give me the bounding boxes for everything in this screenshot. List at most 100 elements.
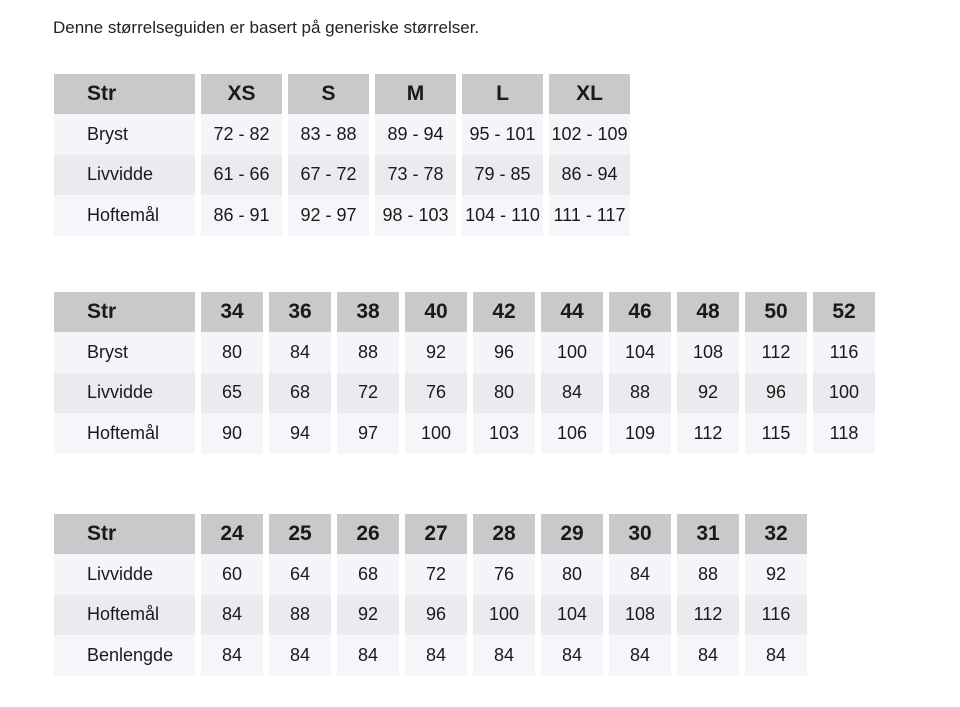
table-cell: 86 - 94 (549, 154, 630, 195)
table-cell: 116 (745, 594, 807, 635)
table-cell: 72 (405, 554, 467, 595)
header-cell: 31 (677, 514, 739, 554)
header-cell: 34 (201, 292, 263, 332)
header-cell: 52 (813, 292, 875, 332)
size-table-waist: Str 24 25 26 27 28 29 30 31 32 Livvidde 60 64 68 72 76 8… (54, 514, 807, 676)
table-cell: 106 (541, 413, 603, 454)
header-cell: 32 (745, 514, 807, 554)
row-label: Hoftemål (54, 195, 195, 236)
header-cell: Str (54, 514, 195, 554)
row-label: Bryst (54, 332, 195, 373)
header-cell: S (288, 74, 369, 114)
table-cell: 96 (473, 332, 535, 373)
table-cell: 88 (269, 594, 331, 635)
header-cell: M (375, 74, 456, 114)
table-cell: 112 (745, 332, 807, 373)
table-cell: 100 (405, 413, 467, 454)
header-cell: 25 (269, 514, 331, 554)
table-cell: 100 (541, 332, 603, 373)
table-cell: 104 - 110 (462, 195, 543, 236)
table-cell: 92 (337, 594, 399, 635)
table-cell: 109 (609, 413, 671, 454)
table-cell: 64 (269, 554, 331, 595)
table-cell: 98 - 103 (375, 195, 456, 236)
table-cell: 80 (473, 372, 535, 413)
table-cell: 73 - 78 (375, 154, 456, 195)
table-cell: 84 (745, 635, 807, 676)
table-cell: 72 (337, 372, 399, 413)
table-cell: 72 - 82 (201, 114, 282, 155)
table-cell: 95 - 101 (462, 114, 543, 155)
table-cell: 92 - 97 (288, 195, 369, 236)
header-cell: 46 (609, 292, 671, 332)
header-cell: 30 (609, 514, 671, 554)
table-cell: 61 - 66 (201, 154, 282, 195)
header-cell: XL (549, 74, 630, 114)
table-cell: 89 - 94 (375, 114, 456, 155)
intro-text: Denne størrelseguiden er basert på gener… (53, 18, 480, 37)
table-cell: 97 (337, 413, 399, 454)
table-cell: 96 (405, 594, 467, 635)
table-cell: 84 (201, 594, 263, 635)
header-cell: 42 (473, 292, 535, 332)
size-table-letters: Str XS S M L XL Bryst 72 - 82 83 - 88 89 - 94 95 -… (54, 74, 630, 236)
header-cell: 29 (541, 514, 603, 554)
table-cell: 96 (745, 372, 807, 413)
table-cell: 88 (609, 372, 671, 413)
table-cell: 104 (541, 594, 603, 635)
table-cell: 90 (201, 413, 263, 454)
table-cell: 84 (269, 332, 331, 373)
table-cell: 111 - 117 (549, 195, 630, 236)
header-cell: 26 (337, 514, 399, 554)
header-cell: 24 (201, 514, 263, 554)
table-cell: 84 (269, 635, 331, 676)
table-cell: 84 (609, 635, 671, 676)
table-cell: 100 (813, 372, 875, 413)
table-cell: 84 (473, 635, 535, 676)
table-cell: 103 (473, 413, 535, 454)
table-cell: 116 (813, 332, 875, 373)
table-cell: 108 (609, 594, 671, 635)
header-cell: XS (201, 74, 282, 114)
table-cell: 118 (813, 413, 875, 454)
table-cell: 94 (269, 413, 331, 454)
header-cell: 40 (405, 292, 467, 332)
table-cell: 115 (745, 413, 807, 454)
table-cell: 79 - 85 (462, 154, 543, 195)
header-cell: 38 (337, 292, 399, 332)
table-cell: 65 (201, 372, 263, 413)
header-cell: Str (54, 74, 195, 114)
row-label: Bryst (54, 114, 195, 155)
header-cell: Str (54, 292, 195, 332)
row-label: Livvidde (54, 372, 195, 413)
header-cell: 27 (405, 514, 467, 554)
size-table-numeric: Str 34 36 38 40 42 44 46 48 50 52 Bryst 80 84 88 92 96 10… (54, 292, 875, 454)
table-cell: 92 (745, 554, 807, 595)
table-cell: 60 (201, 554, 263, 595)
table-cell: 67 - 72 (288, 154, 369, 195)
table-cell: 112 (677, 413, 739, 454)
table-cell: 84 (337, 635, 399, 676)
header-cell: 48 (677, 292, 739, 332)
table-cell: 88 (337, 332, 399, 373)
table-cell: 80 (541, 554, 603, 595)
table-cell: 86 - 91 (201, 195, 282, 236)
table-cell: 84 (405, 635, 467, 676)
header-cell: 44 (541, 292, 603, 332)
row-label: Livvidde (54, 154, 195, 195)
header-cell: 50 (745, 292, 807, 332)
row-label: Hoftemål (54, 594, 195, 635)
table-cell: 100 (473, 594, 535, 635)
table-cell: 84 (201, 635, 263, 676)
table-cell: 88 (677, 554, 739, 595)
table-cell: 68 (269, 372, 331, 413)
table-cell: 92 (405, 332, 467, 373)
table-cell: 112 (677, 594, 739, 635)
header-cell: 28 (473, 514, 535, 554)
table-cell: 83 - 88 (288, 114, 369, 155)
table-cell: 84 (677, 635, 739, 676)
table-cell: 68 (337, 554, 399, 595)
table-cell: 84 (541, 635, 603, 676)
table-cell: 76 (473, 554, 535, 595)
table-cell: 76 (405, 372, 467, 413)
